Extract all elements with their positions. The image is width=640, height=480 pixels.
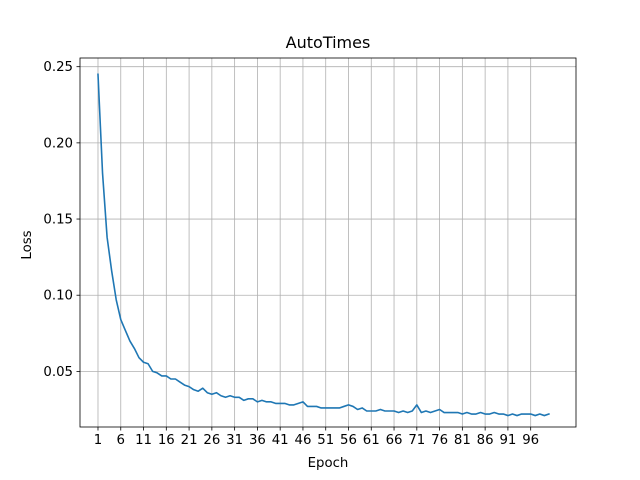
x-tick-label: 6 [117, 433, 125, 448]
series-line [97, 73, 550, 417]
grid [80, 58, 576, 427]
series-group [97, 73, 550, 417]
x-tick-label: 51 [317, 433, 334, 448]
x-tick-label: 86 [477, 433, 494, 448]
y-tick-label: 0.10 [43, 289, 73, 304]
y-tick-label: 0.20 [43, 136, 73, 151]
x-tick-label: 31 [226, 433, 243, 448]
y-axis-ticks: 0.05 0.10 0.15 0.20 0.25 [43, 60, 80, 380]
x-tick-label: 1 [94, 433, 102, 448]
y-axis-label: Loss [20, 230, 35, 259]
x-tick-label: 96 [522, 433, 539, 448]
plot-frame [79, 57, 577, 428]
y-tick-label: 0.15 [43, 213, 73, 228]
x-tick-label: 16 [158, 433, 175, 448]
y-tick-label: 0.25 [43, 60, 73, 75]
x-tick-label: 21 [181, 433, 198, 448]
x-tick-label: 36 [249, 433, 266, 448]
x-tick-label: 11 [135, 433, 152, 448]
x-tick-label: 71 [408, 433, 425, 448]
chart-title: AutoTimes [286, 33, 371, 52]
x-tick-label: 66 [386, 433, 403, 448]
y-tick-label: 0.05 [43, 365, 73, 380]
x-tick-label: 91 [499, 433, 516, 448]
x-tick-label: 81 [454, 433, 471, 448]
x-tick-label: 61 [363, 433, 380, 448]
x-tick-label: 46 [294, 433, 311, 448]
x-tick-label: 26 [203, 433, 220, 448]
x-tick-label: 76 [431, 433, 448, 448]
x-tick-label: 41 [272, 433, 289, 448]
x-axis-label: Epoch [308, 456, 349, 471]
x-tick-label: 56 [340, 433, 357, 448]
x-axis-ticks: 1 6 11 16 21 26 31 36 41 46 51 56 61 66 71 76 81 86 91 96 [94, 427, 539, 448]
